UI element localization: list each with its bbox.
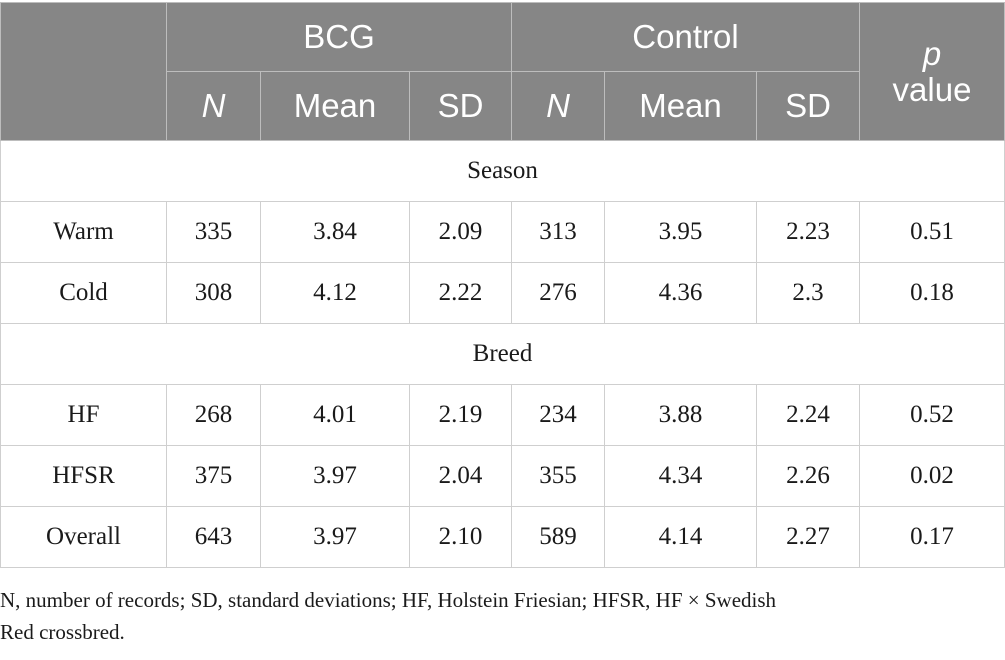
table-row: HFSR 375 3.97 2.04 355 4.34 2.26 0.02: [0, 445, 1005, 507]
cell-p-value: 0.51: [859, 201, 1005, 263]
table-footnote: N, number of records; SD, standard devia…: [0, 584, 1000, 648]
header-bcg-n: N: [166, 71, 261, 141]
cell-control-n: 355: [511, 445, 605, 507]
footnote-line: Red crossbred.: [0, 620, 125, 644]
section-label: Breed: [0, 323, 1005, 385]
cell-control-n: 276: [511, 262, 605, 324]
header-control-n: N: [511, 71, 605, 141]
table-row: Warm 335 3.84 2.09 313 3.95 2.23 0.51: [0, 201, 1005, 263]
results-table: BCG Control p value N Mean SD N Mean SD S…: [0, 2, 1005, 568]
header-bcg-mean: Mean: [260, 71, 410, 141]
header-group-bcg: BCG: [166, 2, 512, 72]
table-row: HF 268 4.01 2.19 234 3.88 2.24 0.52: [0, 384, 1005, 446]
cell-bcg-mean: 3.97: [260, 506, 410, 568]
cell-control-mean: 4.14: [604, 506, 757, 568]
section-row-breed: Breed: [0, 323, 1005, 385]
cell-p-value: 0.52: [859, 384, 1005, 446]
section-row-season: Season: [0, 140, 1005, 202]
section-label: Season: [0, 140, 1005, 202]
cell-bcg-sd: 2.19: [409, 384, 512, 446]
cell-control-mean: 4.34: [604, 445, 757, 507]
cell-control-mean: 3.95: [604, 201, 757, 263]
header-p-value: p value: [859, 2, 1005, 141]
cell-control-n: 234: [511, 384, 605, 446]
cell-bcg-n: 375: [166, 445, 261, 507]
row-label: HF: [0, 384, 167, 446]
row-label: HFSR: [0, 445, 167, 507]
cell-control-mean: 3.88: [604, 384, 757, 446]
cell-control-sd: 2.26: [756, 445, 860, 507]
cell-bcg-mean: 3.84: [260, 201, 410, 263]
cell-bcg-n: 308: [166, 262, 261, 324]
cell-bcg-n: 643: [166, 506, 261, 568]
cell-p-value: 0.02: [859, 445, 1005, 507]
cell-p-value: 0.18: [859, 262, 1005, 324]
cell-control-n: 313: [511, 201, 605, 263]
table-row: Cold 308 4.12 2.22 276 4.36 2.3 0.18: [0, 262, 1005, 324]
cell-bcg-sd: 2.09: [409, 201, 512, 263]
cell-control-sd: 2.3: [756, 262, 860, 324]
row-label: Cold: [0, 262, 167, 324]
header-group-control: Control: [511, 2, 860, 72]
header-empty-cell: [0, 2, 167, 141]
row-label: Warm: [0, 201, 167, 263]
cell-p-value: 0.17: [859, 506, 1005, 568]
cell-bcg-n: 335: [166, 201, 261, 263]
header-control-sd: SD: [756, 71, 860, 141]
table-row: Overall 643 3.97 2.10 589 4.14 2.27 0.17: [0, 506, 1005, 568]
cell-control-sd: 2.24: [756, 384, 860, 446]
cell-bcg-sd: 2.10: [409, 506, 512, 568]
cell-control-n: 589: [511, 506, 605, 568]
header-control-mean: Mean: [604, 71, 757, 141]
cell-bcg-sd: 2.04: [409, 445, 512, 507]
cell-bcg-n: 268: [166, 384, 261, 446]
cell-control-mean: 4.36: [604, 262, 757, 324]
header-p-value-word: value: [892, 70, 972, 108]
cell-bcg-mean: 4.12: [260, 262, 410, 324]
cell-bcg-mean: 4.01: [260, 384, 410, 446]
cell-bcg-sd: 2.22: [409, 262, 512, 324]
header-p-letter: p: [922, 34, 942, 72]
footnote-line: N, number of records; SD, standard devia…: [0, 588, 777, 612]
row-label: Overall: [0, 506, 167, 568]
header-bcg-sd: SD: [409, 71, 512, 141]
cell-bcg-mean: 3.97: [260, 445, 410, 507]
cell-control-sd: 2.23: [756, 201, 860, 263]
cell-control-sd: 2.27: [756, 506, 860, 568]
